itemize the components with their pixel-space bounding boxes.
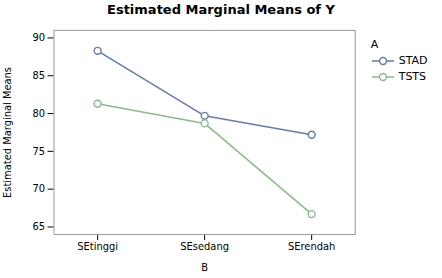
html-text:TSTS: TSTS [398, 70, 427, 83]
svg-text:SErendah: SErendah [288, 241, 335, 252]
svg-text:SEtinggi: SEtinggi [77, 241, 118, 252]
svg-text:75: 75 [33, 146, 46, 157]
html-text:A: A [370, 38, 379, 51]
svg-text:90: 90 [33, 32, 46, 43]
svg-text:80: 80 [33, 108, 46, 119]
svg-text:B: B [201, 262, 208, 273]
svg-text:70: 70 [33, 183, 46, 194]
html-text:STAD: STAD [398, 54, 428, 67]
svg-text:85: 85 [33, 70, 46, 81]
svg-text:65: 65 [33, 221, 46, 232]
svg-text:Estimated Marginal Means: Estimated Marginal Means [2, 67, 13, 198]
html-text:Estimated Marginal Means of Y: Estimated Marginal Means of Y [107, 2, 335, 17]
svg-text:SEsedang: SEsedang [180, 241, 229, 252]
